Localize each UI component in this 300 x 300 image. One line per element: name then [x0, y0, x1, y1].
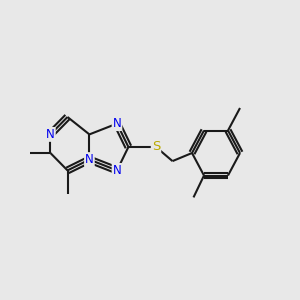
Text: S: S	[152, 140, 160, 154]
Text: N: N	[46, 128, 55, 141]
Text: N: N	[112, 164, 122, 177]
Text: N: N	[112, 117, 122, 130]
Text: N: N	[85, 153, 94, 166]
